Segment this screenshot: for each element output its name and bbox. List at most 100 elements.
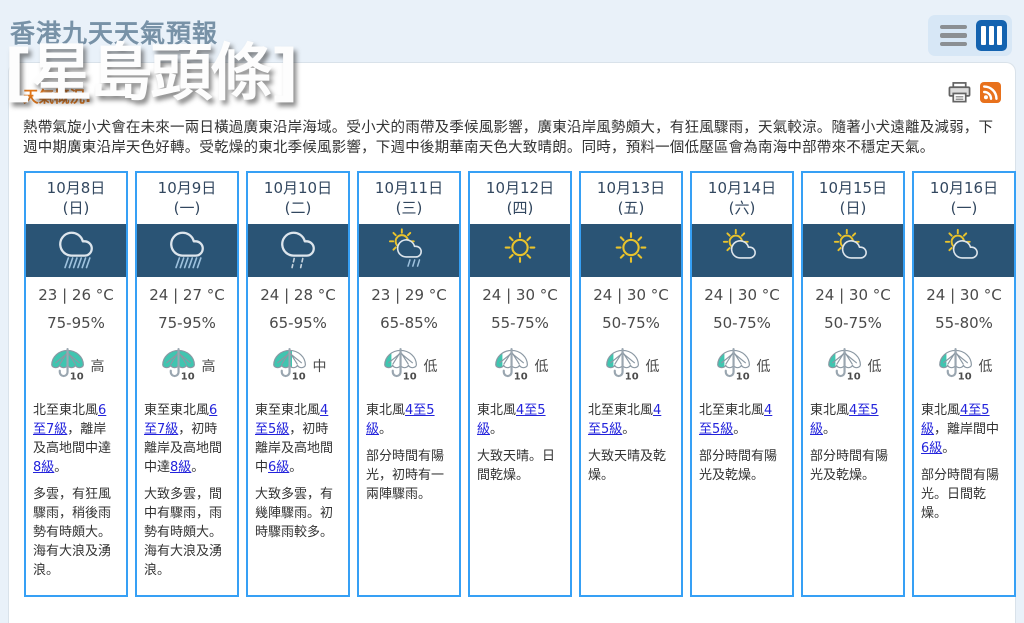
forecast-day-card: 10月8日 (日) 23 | 26 °C 75-95% 10 高 北至東北風6至… (24, 171, 128, 597)
sun-shower-icon (386, 227, 432, 273)
humidity-range: 50-75% (824, 313, 882, 332)
temperature-range: 24 | 27 °C (149, 285, 225, 304)
column-view-button[interactable] (976, 20, 1007, 51)
forecast-cards: 10月8日 (日) 23 | 26 °C 75-95% 10 高 北至東北風6至… (9, 158, 1016, 597)
wind-force-link[interactable]: 4至5級 (921, 402, 990, 437)
wind-force-link[interactable]: 6級 (268, 459, 290, 475)
weather-summary: 熱帶氣旋小犬會在未來一兩日橫過廣東沿岸海域。受小犬的雨帶及季候風影響，廣東沿岸風… (23, 120, 994, 156)
wind-forecast-text: 東北風4至5級，離岸間中6級。 (921, 402, 1000, 456)
weekday-text: (四) (506, 199, 534, 218)
content-panel: 天氣概況: (8, 62, 1016, 623)
wind-force-link[interactable]: 4至5級 (810, 402, 879, 437)
wind-forecast-text: 東至東北風6至7級，初時離岸及高地間中達8級。 (144, 402, 223, 475)
svg-text:10: 10 (291, 371, 305, 382)
temperature-range: 24 | 30 °C (704, 285, 780, 304)
psr-row: 10 中 (248, 345, 348, 387)
wind-forecast-text: 東北風4至5級。 (477, 402, 546, 437)
psr-row: 10 低 (581, 345, 681, 387)
forecast-date: 10月9日 (一) (137, 173, 237, 224)
date-text: 10月9日 (157, 179, 217, 197)
wind-force-link[interactable]: 6級 (921, 440, 943, 456)
print-button[interactable] (947, 81, 972, 104)
temperature-range: 24 | 30 °C (593, 285, 669, 304)
weather-description: 大致天晴。日間乾燥。 (477, 448, 556, 483)
psr-level-label: 中 (312, 358, 327, 375)
svg-text:10: 10 (180, 371, 194, 382)
umbrella-psr-icon: 10 (825, 345, 865, 387)
humidity-range: 75-95% (158, 313, 216, 332)
date-text: 10月16日 (929, 179, 999, 197)
head-icons (947, 81, 1001, 104)
view-toggle (928, 15, 1012, 56)
printer-icon (948, 82, 971, 103)
sunny-icon (497, 227, 543, 273)
weather-icon-band (470, 223, 570, 277)
forecast-day-card: 10月11日 (三) 23 | 29 °C 65-85% 10 低 東北風4至5… (357, 171, 461, 597)
sun-cloud-icon (830, 227, 876, 273)
wind-force-link[interactable]: 4至5級 (588, 402, 662, 437)
umbrella-psr-icon: 10 (159, 345, 199, 387)
humidity-range: 50-75% (713, 313, 771, 332)
psr-level-label: 低 (534, 358, 549, 375)
weekday-text: (五) (617, 199, 645, 218)
weather-icon-band (692, 223, 792, 277)
psr-level-label: 低 (867, 358, 882, 375)
weather-description: 大致多雲，有幾陣驟雨。初時驟雨較多。 (255, 486, 334, 540)
psr-level-label: 低 (645, 358, 660, 375)
weather-description: 多雲，有狂風驟雨，稍後雨勢有時頗大。海有大浪及湧浪。 (33, 486, 112, 578)
wind-force-link[interactable]: 8級 (33, 459, 55, 475)
wind-force-link[interactable]: 4至5級 (366, 402, 435, 437)
rss-icon (980, 82, 1001, 103)
wind-force-link[interactable]: 6至7級 (33, 402, 107, 437)
forecast-day-card: 10月9日 (一) 24 | 27 °C 75-95% 10 高 東至東北風6至… (135, 171, 239, 597)
wind-forecast-text: 東北風4至5級。 (366, 402, 435, 437)
svg-text:10: 10 (402, 371, 416, 382)
wind-forecast-text: 北至東北風4至5級。 (699, 402, 773, 437)
humidity-range: 75-95% (47, 313, 105, 332)
page-title: 香港九天天氣預報 (10, 19, 219, 48)
weather-icon-band (26, 223, 126, 277)
humidity-range: 50-75% (602, 313, 660, 332)
psr-level-label: 低 (756, 358, 771, 375)
forecast-date: 10月16日 (一) (914, 173, 1014, 224)
weather-description: 大致天晴及乾燥。 (588, 448, 667, 483)
wind-force-link[interactable]: 8級 (170, 459, 192, 475)
temperature-range: 24 | 30 °C (926, 285, 1002, 304)
weekday-text: (日) (839, 199, 867, 218)
forecast-date: 10月13日 (五) (581, 173, 681, 224)
date-text: 10月13日 (596, 179, 666, 197)
psr-row: 10 低 (914, 345, 1014, 387)
psr-row: 10 低 (692, 345, 792, 387)
weekday-text: (六) (728, 199, 756, 218)
wind-force-link[interactable]: 6至7級 (144, 402, 218, 437)
psr-row: 10 低 (470, 345, 570, 387)
columns-icon (981, 26, 986, 45)
temperature-range: 23 | 26 °C (38, 285, 114, 304)
weather-description: 部分時間有陽光及乾燥。 (699, 448, 778, 483)
date-text: 10月15日 (818, 179, 888, 197)
forecast-day-card: 10月16日 (一) 24 | 30 °C 55-80% 10 低 東北風4至5… (912, 171, 1016, 597)
humidity-range: 55-75% (491, 313, 549, 332)
weather-icon-band (137, 223, 237, 277)
svg-text:10: 10 (69, 371, 83, 382)
svg-text:10: 10 (957, 371, 971, 382)
psr-row: 10 低 (803, 345, 903, 387)
temperature-range: 24 | 30 °C (815, 285, 891, 304)
umbrella-psr-icon: 10 (270, 345, 310, 387)
weather-icon-band (803, 223, 903, 277)
temperature-range: 24 | 30 °C (482, 285, 558, 304)
forecast-date: 10月15日 (日) (803, 173, 903, 224)
rain-heavy-icon (164, 227, 210, 273)
wind-force-link[interactable]: 4至5級 (477, 402, 546, 437)
list-view-button[interactable] (940, 24, 967, 47)
humidity-range: 65-95% (269, 313, 327, 332)
panel-head: 天氣概況: (9, 63, 1015, 107)
wind-force-link[interactable]: 4至5級 (699, 402, 773, 437)
rain-heavy-icon (53, 227, 99, 273)
forecast-date: 10月11日 (三) (359, 173, 459, 224)
psr-level-label: 低 (978, 358, 993, 375)
rss-button[interactable] (980, 82, 1001, 103)
psr-row: 10 高 (26, 345, 126, 387)
weekday-text: (二) (284, 199, 312, 218)
wind-force-link[interactable]: 4至5級 (255, 402, 329, 437)
